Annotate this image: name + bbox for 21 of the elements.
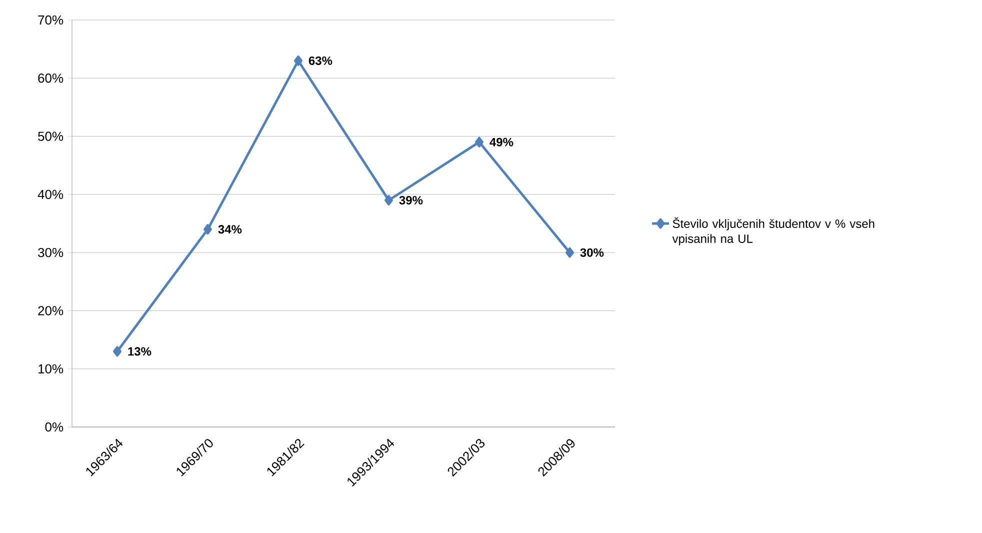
data-label: 13%: [128, 347, 152, 356]
data-label: 49%: [490, 138, 514, 146]
point: [384, 195, 393, 206]
point: [475, 136, 484, 148]
data-label: 63%: [308, 56, 332, 65]
y-tick-label: 40%: [38, 190, 64, 200]
point: [113, 346, 122, 357]
legend-label: Število vključenih študentov v % vseh vpisanih na UL: [672, 217, 874, 246]
y-tick-label: 30%: [38, 248, 64, 258]
point: [294, 55, 302, 66]
point: [204, 224, 212, 235]
data-label: 30%: [580, 248, 604, 257]
y-tick-label: 70%: [38, 15, 64, 25]
y-tick-label: 10%: [38, 364, 64, 374]
y-tick-label: 50%: [38, 132, 64, 141]
y-tick-label: 20%: [38, 306, 64, 316]
data-label: 39%: [399, 196, 423, 205]
data-label: 34%: [218, 225, 242, 234]
y-tick-label: 60%: [38, 74, 64, 83]
point: [566, 247, 574, 258]
y-tick-label: 0%: [45, 422, 64, 432]
